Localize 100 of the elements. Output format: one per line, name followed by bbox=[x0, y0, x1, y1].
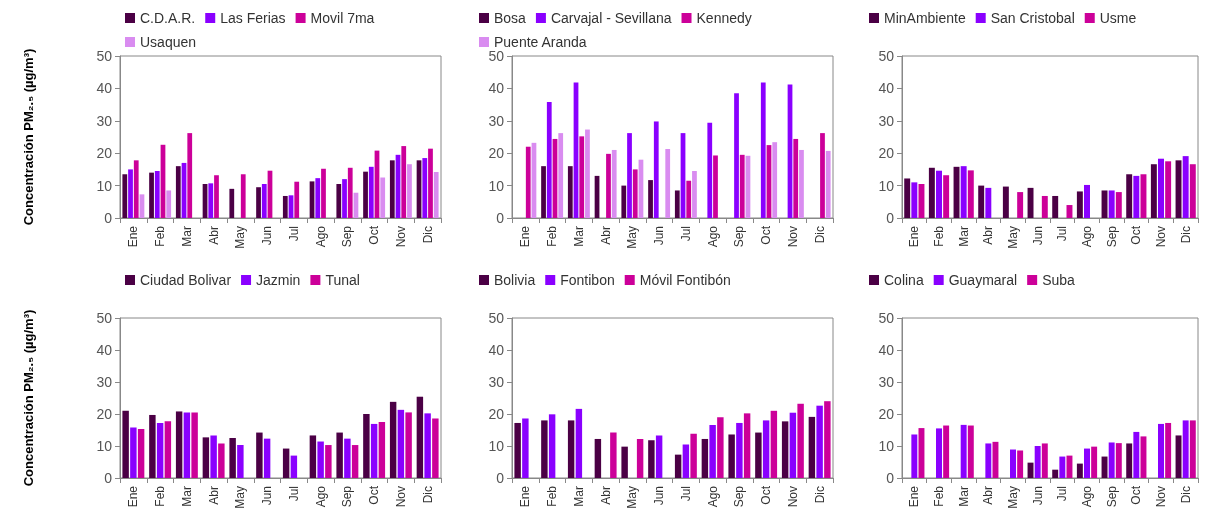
bar bbox=[1150, 164, 1157, 218]
bar bbox=[1158, 423, 1164, 478]
bar bbox=[229, 188, 235, 218]
bar bbox=[514, 422, 521, 478]
y-axis-title: Concentración PM₂.₅ (µg/m³) bbox=[21, 309, 36, 487]
bar bbox=[808, 416, 816, 478]
bar bbox=[208, 183, 214, 218]
bar bbox=[985, 443, 992, 478]
y-tick-label: 40 bbox=[96, 80, 113, 97]
bar bbox=[263, 438, 271, 478]
x-tick-label: Jul bbox=[678, 486, 693, 502]
x-tick-label: Ago bbox=[705, 485, 720, 508]
bar bbox=[128, 169, 133, 218]
bar bbox=[632, 169, 638, 218]
bar bbox=[936, 428, 942, 478]
bar bbox=[1002, 186, 1009, 218]
x-tick-label: Jun bbox=[1030, 226, 1045, 246]
x-tick-label: Jun bbox=[1030, 486, 1045, 506]
bar bbox=[701, 438, 709, 478]
bar bbox=[985, 187, 992, 218]
bar bbox=[378, 422, 386, 478]
bar bbox=[1091, 446, 1098, 478]
x-tick-label: Jun bbox=[260, 486, 275, 506]
bar bbox=[789, 412, 797, 478]
bar bbox=[967, 425, 974, 478]
bar bbox=[621, 185, 627, 218]
bar bbox=[149, 172, 154, 218]
y-tick-label: 20 bbox=[96, 406, 113, 422]
x-tick-label: Feb bbox=[153, 225, 168, 247]
x-tick-label: Abr bbox=[598, 226, 613, 245]
y-tick-label: 0 bbox=[496, 470, 505, 486]
bar bbox=[191, 412, 198, 478]
bar bbox=[218, 443, 225, 478]
x-tick-label: Sep bbox=[1104, 225, 1119, 248]
x-tick-label: Nov bbox=[1154, 486, 1168, 508]
x-tick-label: Jul bbox=[1055, 226, 1070, 242]
legend-label: Las Ferias bbox=[220, 10, 286, 26]
bar bbox=[290, 455, 298, 478]
bar bbox=[294, 181, 300, 218]
x-tick-label: Oct bbox=[759, 225, 774, 245]
bar bbox=[911, 182, 918, 218]
bar bbox=[187, 133, 193, 218]
x-tick-label: Jul bbox=[678, 226, 693, 242]
y-tick-label: 40 bbox=[96, 342, 113, 358]
bar bbox=[363, 171, 368, 218]
bar bbox=[342, 179, 347, 218]
bar bbox=[690, 433, 697, 478]
bar bbox=[149, 414, 156, 478]
bar bbox=[368, 166, 374, 218]
bar bbox=[397, 409, 405, 478]
bar bbox=[309, 435, 317, 478]
y-tick-label: 20 bbox=[878, 145, 895, 162]
bar bbox=[1084, 448, 1090, 478]
bar bbox=[202, 437, 210, 478]
y-tick-label: 0 bbox=[886, 470, 895, 486]
bar bbox=[1165, 161, 1172, 218]
x-tick-label: Ene bbox=[126, 485, 141, 508]
y-tick-label: 0 bbox=[104, 210, 113, 226]
bar bbox=[825, 150, 831, 218]
bar bbox=[1175, 435, 1182, 478]
legend-label: C.D.A.R. bbox=[140, 10, 196, 26]
y-tick-label: 30 bbox=[96, 374, 113, 390]
x-tick-label: Sep bbox=[340, 485, 355, 508]
bar bbox=[579, 136, 585, 218]
legend-label: Móvil Fontibón bbox=[639, 272, 731, 288]
bar bbox=[422, 158, 428, 218]
bar bbox=[261, 183, 267, 218]
bar bbox=[154, 171, 160, 218]
bar bbox=[344, 438, 351, 478]
bar bbox=[967, 170, 974, 218]
bar bbox=[325, 445, 332, 478]
bar bbox=[1108, 190, 1115, 218]
bar bbox=[183, 412, 191, 478]
x-tick-label: Ago bbox=[1080, 225, 1094, 248]
bar bbox=[407, 164, 412, 218]
x-tick-label: Sep bbox=[340, 225, 355, 248]
x-tick-label: Oct bbox=[367, 485, 382, 505]
bar bbox=[210, 435, 217, 478]
bar bbox=[611, 149, 617, 218]
y-tick-label: 40 bbox=[878, 342, 895, 358]
y-tick-label: 20 bbox=[488, 145, 505, 162]
bar bbox=[762, 420, 770, 478]
bar bbox=[734, 93, 739, 218]
bar bbox=[928, 167, 935, 218]
bar bbox=[256, 432, 263, 478]
bar bbox=[1052, 469, 1059, 478]
x-tick-label: Dic bbox=[1178, 486, 1193, 504]
bar bbox=[665, 148, 671, 218]
bar bbox=[904, 178, 911, 218]
y-tick-label: 20 bbox=[488, 406, 505, 422]
x-tick-label: Dic bbox=[812, 226, 827, 244]
bar bbox=[122, 410, 129, 478]
bar bbox=[315, 178, 321, 218]
x-tick-label: Dic bbox=[420, 226, 435, 244]
x-tick-label: Nov bbox=[785, 486, 800, 508]
bar bbox=[558, 133, 564, 218]
bar bbox=[1101, 190, 1108, 218]
x-tick-label: Ago bbox=[313, 485, 328, 508]
bar bbox=[918, 183, 925, 218]
bar bbox=[770, 410, 778, 478]
